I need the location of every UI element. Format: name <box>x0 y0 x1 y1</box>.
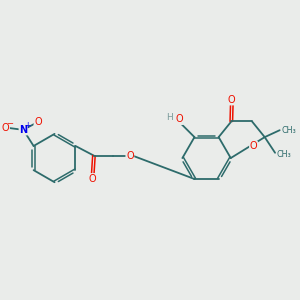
Text: −: − <box>6 119 13 128</box>
Text: H: H <box>166 113 172 122</box>
Text: O: O <box>34 117 42 127</box>
Text: O: O <box>126 151 134 160</box>
Text: O: O <box>89 174 97 184</box>
Text: O: O <box>2 123 9 133</box>
Text: CH₃: CH₃ <box>282 126 297 135</box>
Text: O: O <box>228 95 236 105</box>
Text: N: N <box>19 125 27 135</box>
Text: O: O <box>176 114 183 124</box>
Text: O: O <box>250 141 257 152</box>
Text: CH₃: CH₃ <box>276 150 291 159</box>
Text: +: + <box>25 121 31 130</box>
